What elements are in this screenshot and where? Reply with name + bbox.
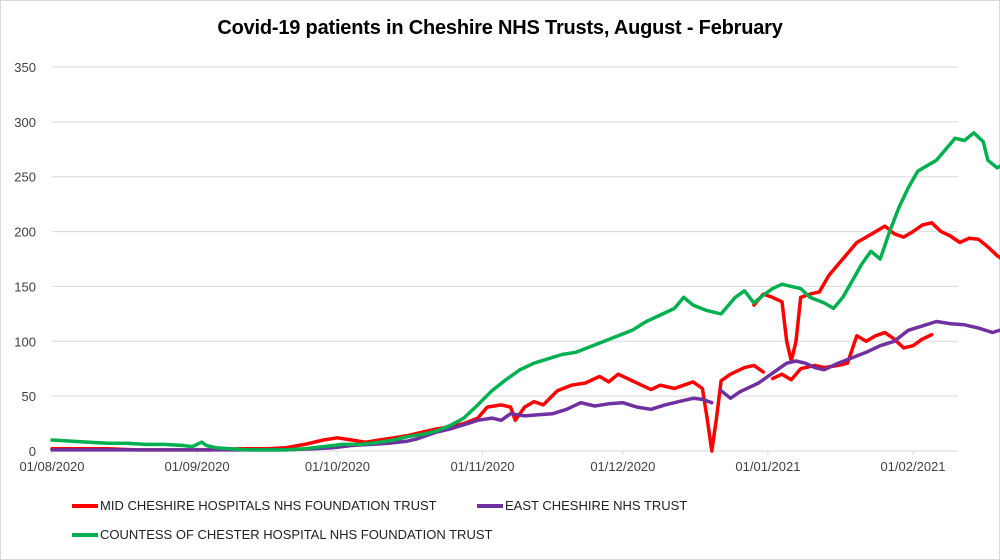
series-line-2 <box>50 131 1000 452</box>
series-line-0 <box>770 330 934 382</box>
legend-item-mid-cheshire: MID CHESHIRE HOSPITALS NHS FOUNDATION TR… <box>72 498 437 513</box>
x-tick-label: 01/01/2021 <box>735 459 800 474</box>
y-tick-label: 200 <box>14 225 36 240</box>
y-tick-label: 50 <box>22 389 36 404</box>
legend-swatch-green <box>72 532 98 537</box>
series-lines <box>50 131 1000 453</box>
x-tick-label: 01/09/2020 <box>165 459 230 474</box>
legend-swatch-red <box>72 503 98 508</box>
legend-label: COUNTESS OF CHESTER HOSPITAL NHS FOUNDAT… <box>100 527 493 542</box>
chart-title: Covid-19 patients in Cheshire NHS Trusts… <box>217 17 783 39</box>
legend-item-countess-of-chester: COUNTESS OF CHESTER HOSPITAL NHS FOUNDAT… <box>72 527 492 542</box>
x-tick-label: 01/11/2020 <box>450 459 514 474</box>
y-tick-label: 350 <box>14 60 36 75</box>
series-line-0 <box>752 221 1000 363</box>
x-axis-ticks: 01/08/2020 01/09/2020 01/10/2020 01/11/2020… <box>19 451 946 474</box>
legend-swatch-purple <box>477 503 503 508</box>
y-tick-label: 100 <box>14 334 36 349</box>
x-tick-label: 01/08/2020 <box>19 459 84 474</box>
y-axis-ticks: 0 50 100 150 200 250 300 350 <box>14 60 36 459</box>
x-tick-label: 01/10/2020 <box>305 459 370 474</box>
y-tick-label: 300 <box>14 115 36 130</box>
legend-item-east-cheshire: EAST CHESHIRE NHS TRUST <box>477 498 687 513</box>
legend-label: EAST CHESHIRE NHS TRUST <box>505 498 688 513</box>
legend-label: MID CHESHIRE HOSPITALS NHS FOUNDATION TR… <box>100 498 437 513</box>
x-tick-label: 01/02/2021 <box>880 459 945 474</box>
y-tick-label: 0 <box>29 444 36 459</box>
series-line-1 <box>719 319 1000 401</box>
x-tick-label: 01/12/2020 <box>590 459 655 474</box>
y-tick-label: 150 <box>14 279 36 294</box>
y-tick-label: 250 <box>14 170 36 185</box>
gridlines <box>52 66 958 452</box>
